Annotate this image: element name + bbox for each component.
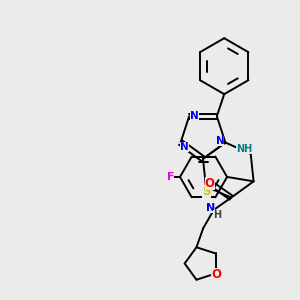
- Text: N: N: [206, 203, 215, 213]
- Text: H: H: [213, 210, 221, 220]
- Text: N: N: [216, 136, 224, 146]
- Text: F: F: [167, 172, 174, 182]
- Text: S: S: [202, 185, 211, 198]
- Text: N: N: [190, 111, 199, 121]
- Text: O: O: [205, 177, 214, 190]
- Text: N: N: [180, 142, 188, 152]
- Text: NH: NH: [236, 144, 252, 154]
- Text: O: O: [211, 268, 221, 281]
